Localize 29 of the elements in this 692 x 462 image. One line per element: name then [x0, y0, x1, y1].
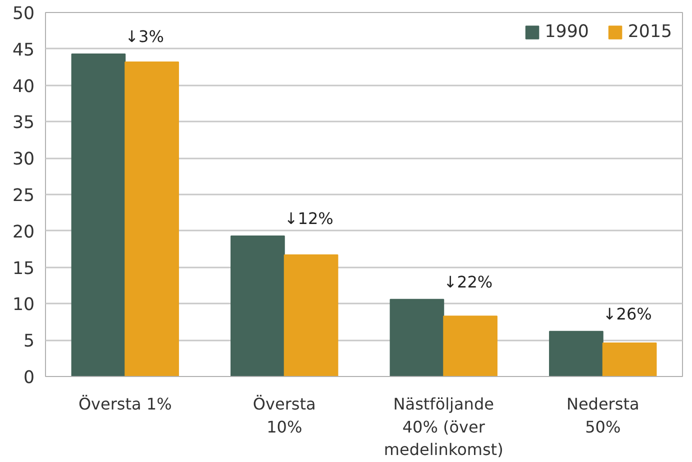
x-tick-label: Nästföljande 40% (över medelinkomst)	[384, 394, 504, 460]
bar	[124, 62, 179, 376]
y-tick-label: 30	[12, 150, 35, 170]
y-tick-label: 45	[12, 40, 35, 60]
y-tick-label: 15	[12, 258, 35, 279]
x-tick-label: Översta 10%	[252, 394, 316, 436]
bar	[230, 235, 285, 376]
legend-label: 1990	[544, 22, 589, 42]
annotation: ↓26%	[602, 304, 652, 324]
bar	[284, 254, 338, 376]
annotation: ↓3%	[125, 26, 164, 46]
y-tick-label: 35	[12, 113, 35, 134]
bar	[390, 298, 444, 376]
y-tick-label: 25	[12, 186, 35, 206]
y-tick-label: 0	[23, 368, 35, 388]
annotation: ↓12%	[284, 208, 334, 228]
y-tick-label: 20	[12, 222, 35, 242]
x-tick-label: Översta 1%	[78, 394, 172, 414]
bar	[549, 330, 604, 376]
x-tick-label: Nedersta 50%	[566, 394, 640, 436]
annotation: ↓22%	[444, 272, 493, 292]
legend-label: 2015	[628, 22, 672, 42]
bar	[71, 53, 126, 376]
y-tick-label: 50	[12, 4, 35, 24]
bar	[443, 316, 498, 376]
y-tick-label: 5	[23, 332, 35, 352]
y-tick-label: 40	[12, 76, 35, 97]
y-tick-label: 10	[12, 295, 35, 316]
bar	[602, 342, 657, 376]
